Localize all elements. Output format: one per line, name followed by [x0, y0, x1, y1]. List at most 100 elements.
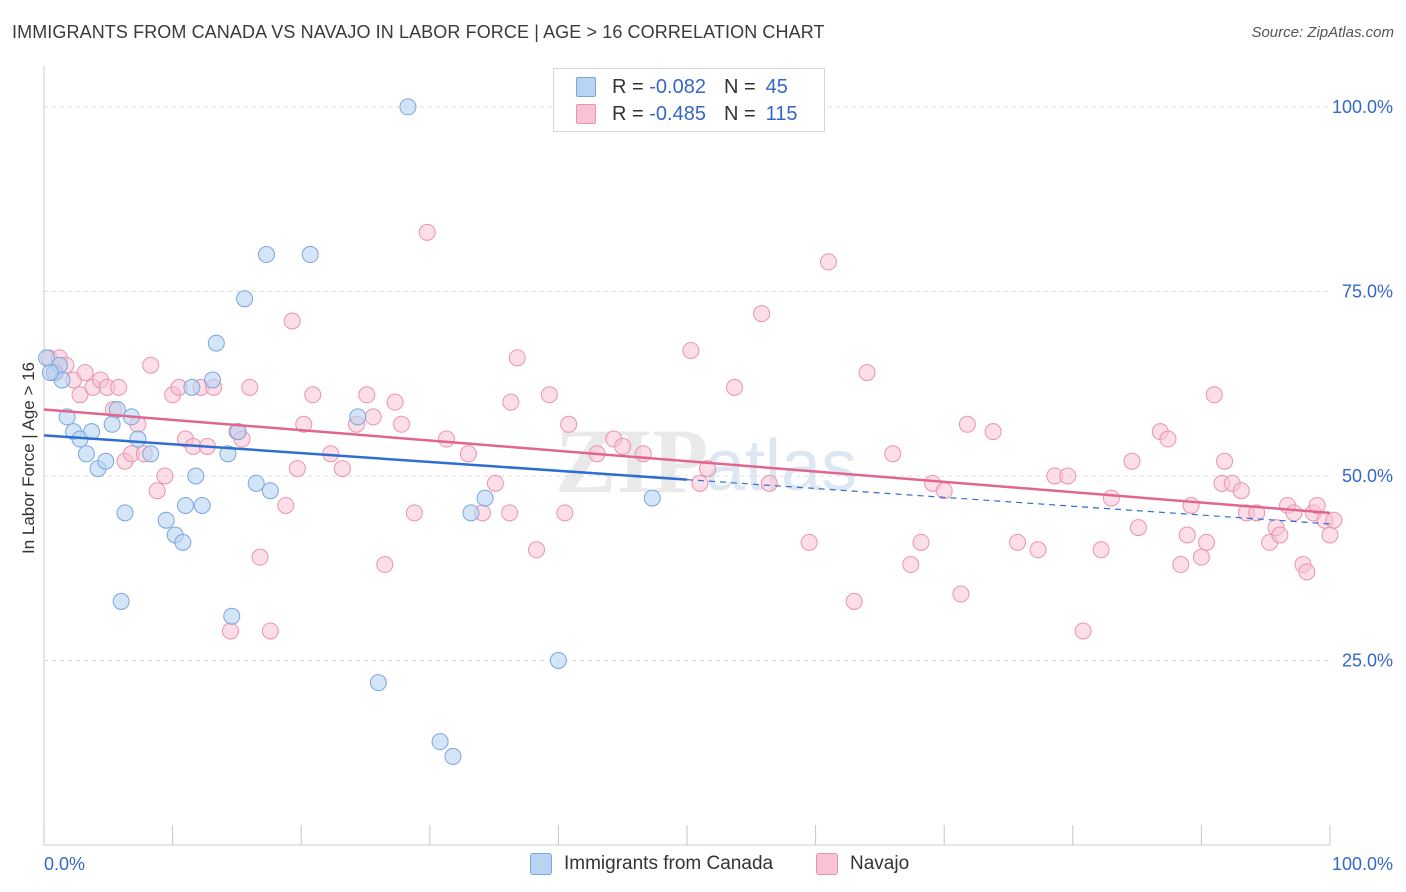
navajo-point	[1092, 541, 1110, 559]
grid-lines	[44, 106, 1330, 661]
navajo-point	[459, 445, 477, 463]
navajo-point	[958, 415, 976, 433]
navajo-point	[261, 622, 279, 640]
navajo-point	[984, 423, 1002, 441]
chart-title: IMMIGRANTS FROM CANADA VS NAVAJO IN LABO…	[12, 22, 825, 42]
canada-point	[174, 533, 192, 551]
navajo-point	[1182, 496, 1200, 514]
canada-point	[112, 592, 130, 610]
legend-r-value: -0.082	[649, 75, 706, 98]
navajo-point	[418, 223, 436, 241]
canada-point	[103, 415, 121, 433]
navajo-point	[540, 386, 558, 404]
canada-point	[142, 445, 160, 463]
canada-point	[236, 290, 254, 308]
navajo-point	[1102, 489, 1120, 507]
navajo-point	[501, 504, 519, 522]
navajo-point	[560, 415, 578, 433]
navajo-point	[277, 496, 295, 514]
canada-point	[444, 747, 462, 765]
trend-lines	[43, 408, 1331, 525]
canada-point	[431, 733, 449, 751]
canada-point	[643, 489, 661, 507]
canada-point	[399, 98, 417, 116]
navajo-point	[1059, 467, 1077, 485]
canada-point	[261, 482, 279, 500]
navajo-point	[333, 460, 351, 478]
bottom-legend-navajo: Navajo	[816, 851, 909, 877]
canada-point	[476, 489, 494, 507]
bottom-legend-swatch-blue	[530, 853, 552, 875]
canada-point	[207, 334, 225, 352]
navajo-point	[364, 408, 382, 426]
navajo-point	[221, 622, 239, 640]
canada-point	[462, 504, 480, 522]
navajo-point	[858, 364, 876, 382]
navajo-point	[304, 386, 322, 404]
navajo-point	[142, 356, 160, 374]
navajo-point	[376, 556, 394, 574]
canada-point	[257, 246, 275, 264]
navajo-point	[528, 541, 546, 559]
legend-n-value: 45	[765, 75, 788, 98]
navajo-point	[912, 533, 930, 551]
navajo-point	[1178, 526, 1196, 544]
tick-labels: 25.0% 50.0% 75.0% 100.0% 0.0% 100.0%	[44, 97, 1393, 874]
navajo-point	[800, 533, 818, 551]
canada-point	[219, 445, 237, 463]
navajo-point	[1321, 526, 1339, 544]
legend-r-label: R =	[612, 102, 644, 125]
canada-point	[349, 408, 367, 426]
navajo-point	[1123, 452, 1141, 470]
navajo-point	[1074, 622, 1092, 640]
navajo-point	[1129, 519, 1147, 537]
navajo-point	[1192, 548, 1210, 566]
navajo-point	[682, 341, 700, 359]
canada-point	[301, 246, 319, 264]
navajo-point	[1029, 541, 1047, 559]
canada-point	[129, 430, 147, 448]
bottom-legend-canada: Immigrants from Canada	[530, 851, 773, 877]
canada-point	[176, 496, 194, 514]
navajo-point	[1248, 504, 1266, 522]
navajo-point	[1172, 556, 1190, 574]
canada-point	[116, 504, 134, 522]
navajo-point	[902, 556, 920, 574]
correlation-legend: R = -0.082 N = 45 R = -0.485 N = 115	[553, 68, 825, 132]
source-note: Source: ZipAtlas.com	[1251, 24, 1394, 41]
navajo-point	[148, 482, 166, 500]
canada-point	[223, 607, 241, 625]
navajo-point	[753, 305, 771, 323]
x-tick-label: 0.0%	[44, 854, 85, 874]
canada-point	[229, 423, 247, 441]
navajo-trend-line	[43, 408, 1331, 515]
navajo-point	[1285, 504, 1303, 522]
legend-n-label: N =	[723, 102, 756, 125]
watermark-atlas: atlas	[705, 426, 857, 506]
navajo-point	[110, 378, 128, 396]
navajo-point	[634, 445, 652, 463]
navajo-point	[819, 253, 837, 271]
navajo-point	[393, 415, 411, 433]
y-axis-label: In Labor Force | Age > 16	[19, 362, 38, 554]
navajo-point	[241, 378, 259, 396]
canada-point	[41, 364, 59, 382]
navajo-point	[1159, 430, 1177, 448]
navajo-point	[358, 386, 376, 404]
navajo-point	[1271, 526, 1289, 544]
navajo-point	[760, 474, 778, 492]
navajo-point	[1325, 511, 1343, 529]
bottom-legend-label-canada: Immigrants from Canada	[564, 853, 774, 874]
x-tick-label: 100.0%	[1332, 854, 1393, 874]
navajo-point	[386, 393, 404, 411]
navajo-point	[1198, 533, 1216, 551]
navajo-point	[1009, 533, 1027, 551]
legend-r-label: R =	[612, 75, 644, 98]
axes	[43, 66, 1331, 846]
canada-point	[157, 511, 175, 529]
legend-swatch-blue	[576, 77, 596, 97]
canada-point	[77, 445, 95, 463]
legend-n-label: N =	[723, 75, 756, 98]
navajo-point	[156, 467, 174, 485]
